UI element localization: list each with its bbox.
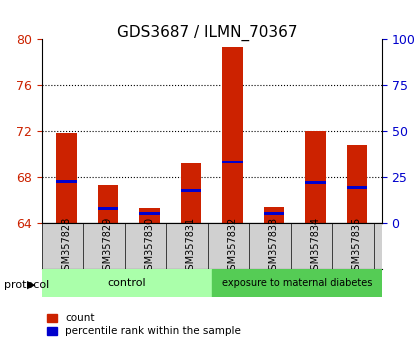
Text: GSM357832: GSM357832 bbox=[227, 216, 237, 276]
Bar bbox=[98, 185, 118, 223]
Bar bbox=[56, 180, 77, 183]
FancyBboxPatch shape bbox=[212, 269, 382, 297]
Bar bbox=[181, 189, 201, 192]
Bar bbox=[98, 207, 118, 210]
Bar bbox=[139, 208, 160, 223]
FancyBboxPatch shape bbox=[42, 269, 212, 297]
Text: GSM357835: GSM357835 bbox=[352, 216, 362, 276]
Bar bbox=[139, 212, 160, 215]
Bar bbox=[222, 47, 243, 223]
Text: GSM357829: GSM357829 bbox=[103, 216, 113, 276]
Bar bbox=[347, 145, 367, 223]
Bar bbox=[222, 161, 243, 164]
Text: GSM357833: GSM357833 bbox=[269, 216, 279, 276]
Bar bbox=[305, 131, 326, 223]
Bar bbox=[181, 163, 201, 223]
Legend: count, percentile rank within the sample: count, percentile rank within the sample bbox=[47, 313, 242, 336]
Text: GSM357830: GSM357830 bbox=[144, 216, 154, 276]
Bar bbox=[56, 133, 77, 223]
Text: GSM357834: GSM357834 bbox=[310, 216, 320, 276]
Text: ▶: ▶ bbox=[27, 280, 35, 290]
Bar bbox=[264, 207, 284, 223]
Text: protocol: protocol bbox=[4, 280, 49, 290]
Text: GDS3687 / ILMN_70367: GDS3687 / ILMN_70367 bbox=[117, 25, 298, 41]
Bar bbox=[347, 186, 367, 189]
Text: control: control bbox=[107, 278, 146, 288]
Text: GSM357831: GSM357831 bbox=[186, 216, 196, 276]
Bar bbox=[305, 181, 326, 184]
Bar bbox=[264, 212, 284, 215]
Text: GSM357828: GSM357828 bbox=[61, 216, 71, 276]
Text: exposure to maternal diabetes: exposure to maternal diabetes bbox=[222, 278, 372, 288]
